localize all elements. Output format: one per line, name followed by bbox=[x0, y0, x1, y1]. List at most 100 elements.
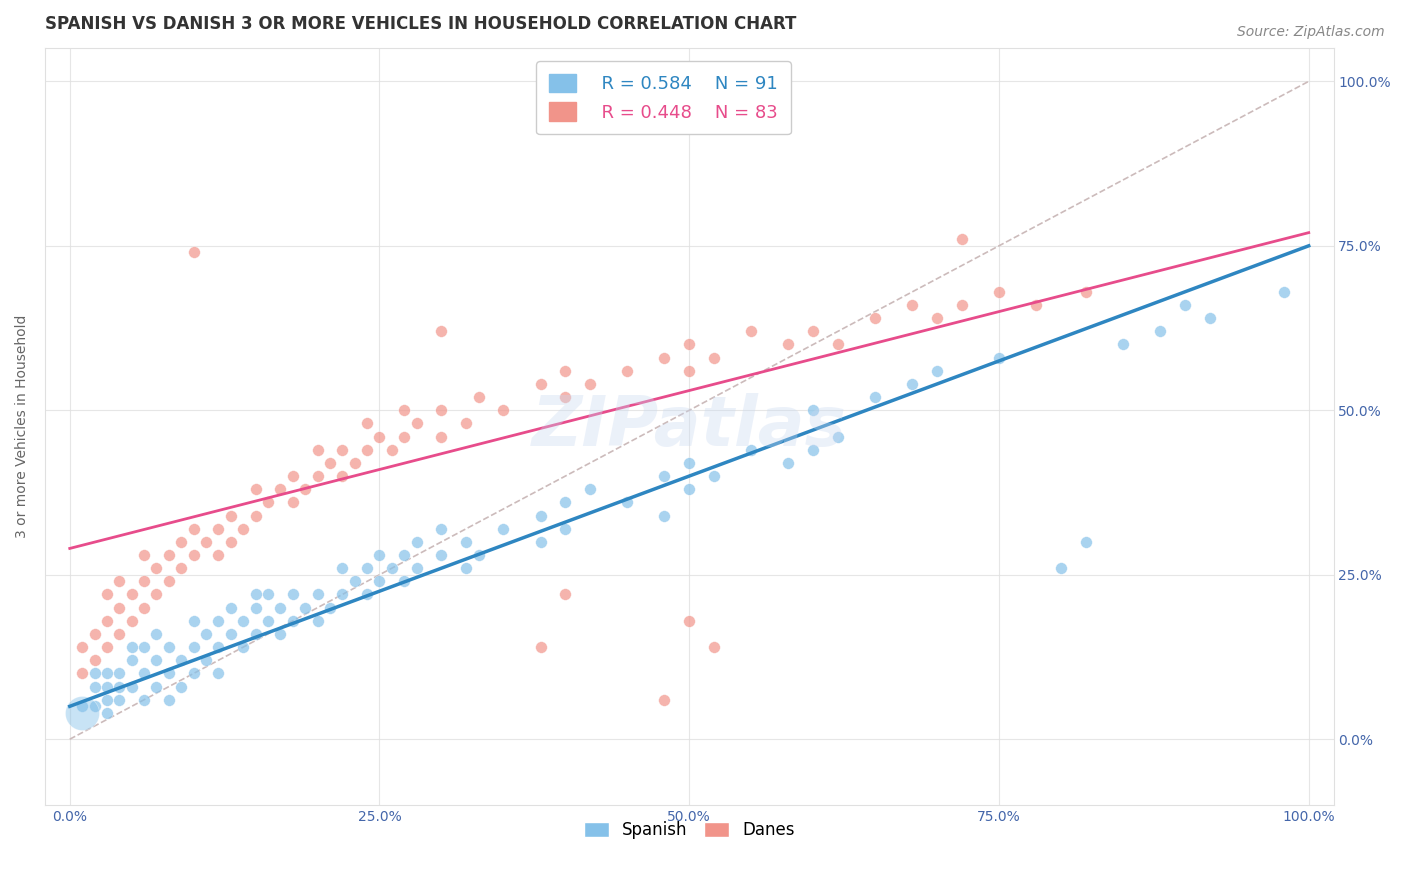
Point bbox=[467, 548, 489, 562]
Point bbox=[456, 561, 478, 575]
Point bbox=[245, 508, 267, 523]
Point bbox=[330, 561, 353, 575]
Point bbox=[467, 390, 489, 404]
Point bbox=[492, 403, 515, 417]
Point bbox=[654, 351, 676, 365]
Point bbox=[195, 534, 218, 549]
Text: ZIPatlas: ZIPatlas bbox=[531, 393, 846, 460]
Point bbox=[1198, 311, 1220, 326]
Point bbox=[207, 614, 229, 628]
Point bbox=[232, 614, 254, 628]
Point bbox=[678, 456, 700, 470]
Point bbox=[157, 666, 180, 681]
Point bbox=[132, 666, 155, 681]
Point bbox=[678, 614, 700, 628]
Point bbox=[70, 640, 93, 654]
Point bbox=[456, 534, 478, 549]
Point bbox=[170, 561, 193, 575]
Point bbox=[219, 627, 242, 641]
Point bbox=[554, 390, 576, 404]
Point bbox=[132, 574, 155, 589]
Point bbox=[368, 429, 391, 443]
Point bbox=[801, 324, 824, 338]
Point bbox=[257, 495, 280, 509]
Point bbox=[394, 574, 416, 589]
Point bbox=[703, 469, 725, 483]
Point bbox=[901, 376, 924, 391]
Point bbox=[394, 403, 416, 417]
Point bbox=[356, 417, 378, 431]
Point bbox=[950, 232, 973, 246]
Point bbox=[70, 666, 93, 681]
Point bbox=[157, 548, 180, 562]
Point bbox=[554, 495, 576, 509]
Point bbox=[492, 522, 515, 536]
Point bbox=[1074, 534, 1097, 549]
Point bbox=[678, 364, 700, 378]
Point bbox=[207, 640, 229, 654]
Point bbox=[456, 417, 478, 431]
Text: Source: ZipAtlas.com: Source: ZipAtlas.com bbox=[1237, 25, 1385, 39]
Point bbox=[219, 600, 242, 615]
Point bbox=[121, 653, 143, 667]
Point bbox=[96, 614, 118, 628]
Point bbox=[950, 298, 973, 312]
Point bbox=[827, 337, 849, 351]
Point bbox=[529, 534, 551, 549]
Point bbox=[654, 508, 676, 523]
Point bbox=[108, 574, 131, 589]
Point bbox=[430, 429, 453, 443]
Point bbox=[330, 442, 353, 457]
Point bbox=[307, 587, 329, 601]
Point bbox=[269, 600, 291, 615]
Point bbox=[232, 640, 254, 654]
Point bbox=[368, 548, 391, 562]
Point bbox=[195, 653, 218, 667]
Point bbox=[554, 587, 576, 601]
Point bbox=[70, 706, 93, 720]
Point bbox=[183, 245, 205, 260]
Point bbox=[83, 653, 105, 667]
Point bbox=[207, 522, 229, 536]
Point bbox=[1174, 298, 1197, 312]
Point bbox=[554, 364, 576, 378]
Point bbox=[307, 442, 329, 457]
Point bbox=[145, 680, 167, 694]
Point bbox=[70, 699, 93, 714]
Point bbox=[654, 469, 676, 483]
Point bbox=[430, 324, 453, 338]
Point bbox=[219, 534, 242, 549]
Point bbox=[121, 640, 143, 654]
Point bbox=[678, 337, 700, 351]
Point bbox=[108, 600, 131, 615]
Point bbox=[1112, 337, 1135, 351]
Point bbox=[394, 429, 416, 443]
Point bbox=[132, 640, 155, 654]
Point bbox=[170, 653, 193, 667]
Point bbox=[740, 324, 762, 338]
Text: SPANISH VS DANISH 3 OR MORE VEHICLES IN HOUSEHOLD CORRELATION CHART: SPANISH VS DANISH 3 OR MORE VEHICLES IN … bbox=[45, 15, 796, 33]
Point bbox=[554, 522, 576, 536]
Point bbox=[96, 666, 118, 681]
Point bbox=[269, 627, 291, 641]
Point bbox=[778, 337, 800, 351]
Point bbox=[394, 548, 416, 562]
Point bbox=[294, 600, 316, 615]
Point bbox=[863, 311, 886, 326]
Point bbox=[827, 429, 849, 443]
Point bbox=[778, 456, 800, 470]
Point bbox=[616, 364, 638, 378]
Point bbox=[925, 364, 948, 378]
Point bbox=[132, 600, 155, 615]
Point bbox=[330, 587, 353, 601]
Point bbox=[121, 614, 143, 628]
Point bbox=[183, 522, 205, 536]
Point bbox=[83, 699, 105, 714]
Point bbox=[405, 417, 427, 431]
Point bbox=[281, 614, 304, 628]
Point bbox=[1074, 285, 1097, 299]
Point bbox=[703, 351, 725, 365]
Point bbox=[232, 522, 254, 536]
Point bbox=[257, 614, 280, 628]
Point bbox=[579, 376, 602, 391]
